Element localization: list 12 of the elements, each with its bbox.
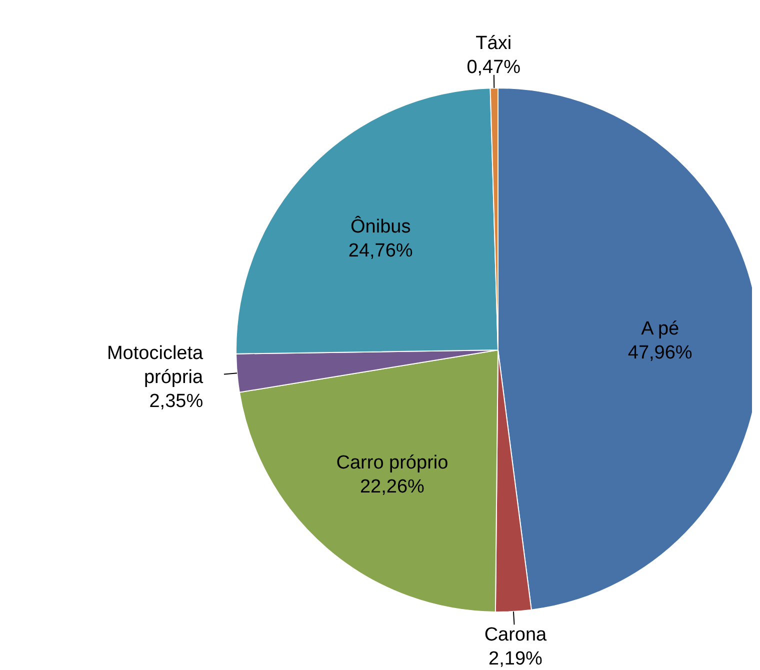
slice-label: Carro próprio — [336, 452, 448, 474]
slice-label: Ônibus — [350, 216, 411, 238]
data-label: 2,19% — [488, 648, 543, 670]
slice-label: Carona — [484, 624, 548, 646]
data-label: 0,47% — [466, 56, 521, 78]
data-label: 2,35% — [149, 391, 204, 412]
slice-label: Motocicleta própria — [106, 343, 204, 388]
data-label: 47,96% — [628, 342, 692, 364]
slice-label: Táxi — [476, 32, 512, 54]
data-label: 22,26% — [360, 476, 425, 498]
slice-label: A pé — [641, 318, 680, 340]
data-label: 24,76% — [348, 240, 413, 262]
